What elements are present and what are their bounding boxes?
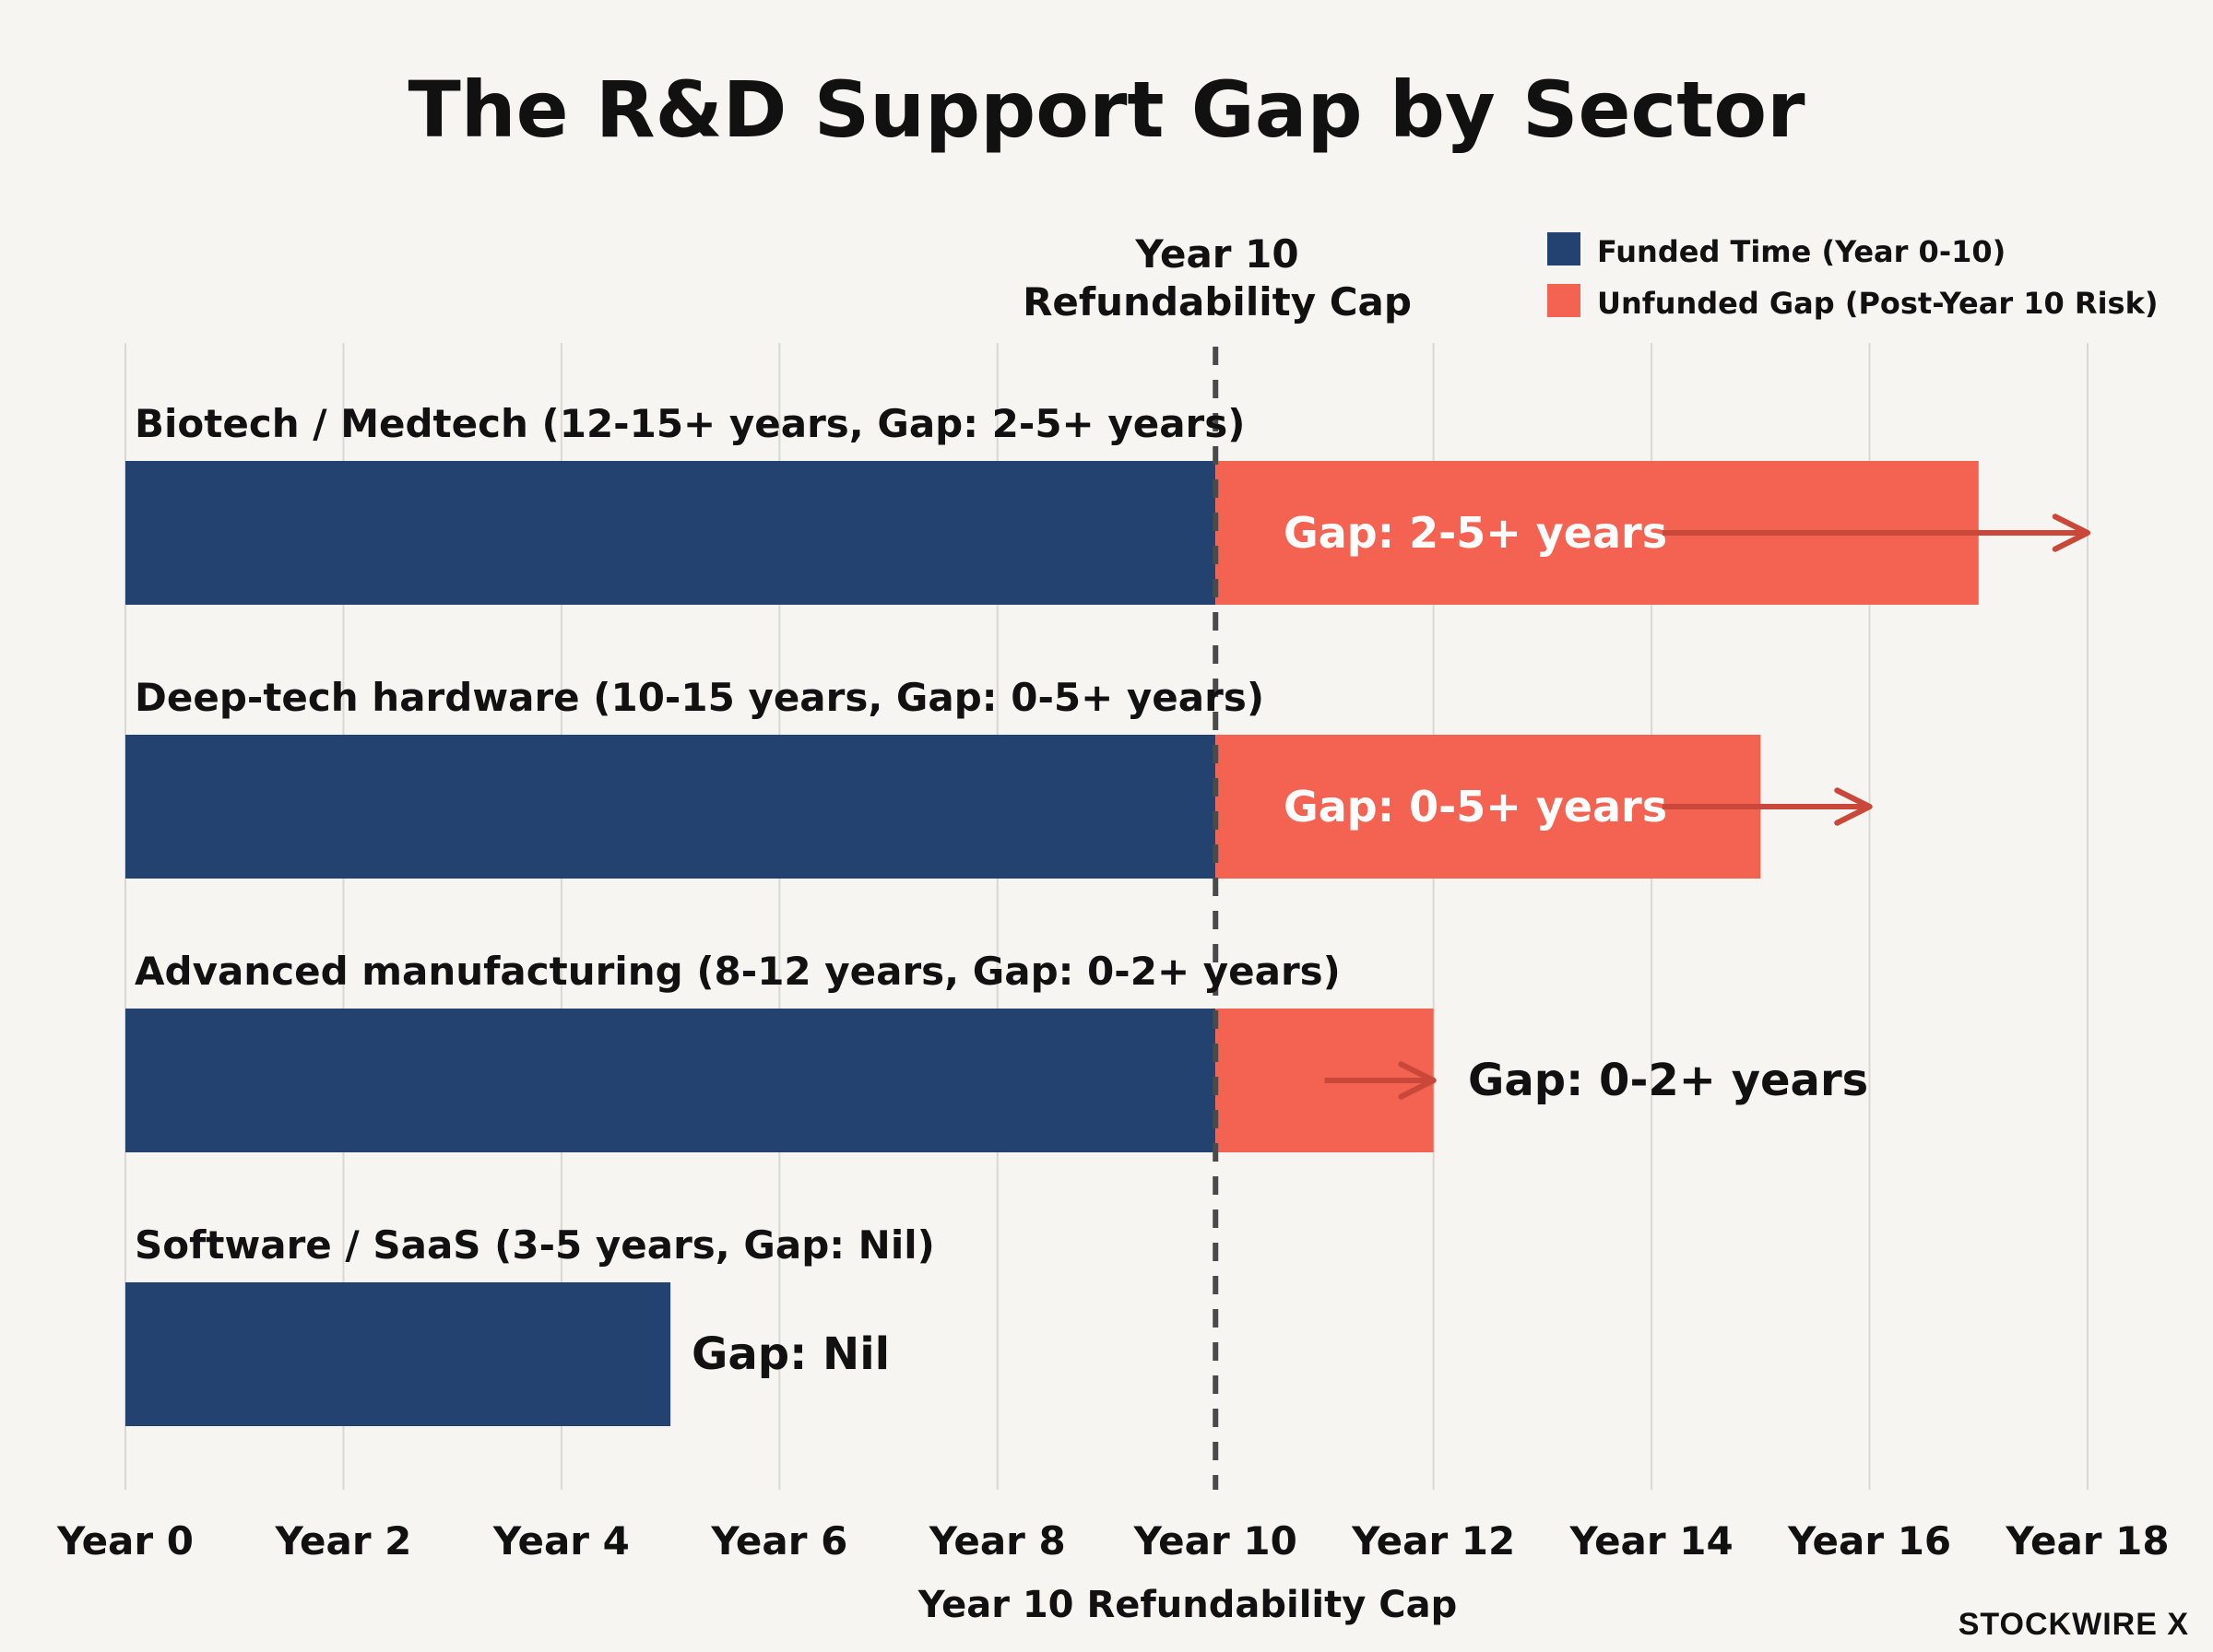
legend-label-2: Unfunded Gap (Post-Year 10 Risk): [1597, 286, 2158, 321]
brand-logo-text: STOCKWIRE X: [1958, 1607, 2189, 1642]
legend: Funded Time (Year 0-10) Unfunded Gap (Pos…: [1547, 232, 2158, 321]
funded-bar-1: [125, 461, 1216, 605]
x-tick-label-6: Year 6: [710, 1518, 847, 1564]
x-tick-label-10: Year 10: [1133, 1518, 1297, 1564]
gap-label-1: Gap: 2-5+ years: [1284, 508, 1667, 558]
x-tick-label-14: Year 14: [1569, 1518, 1734, 1564]
gap-label-2: Gap: 0-5+ years: [1284, 782, 1667, 832]
x-tick-label-16: Year 16: [1787, 1518, 1951, 1564]
legend-swatch-1: [1547, 232, 1580, 266]
x-tick-label-12: Year 12: [1351, 1518, 1515, 1564]
reference-line-label-1: Year 10: [1134, 231, 1298, 277]
x-axis-label: Year 10 Refundability Cap: [917, 1584, 1457, 1626]
gap-label-3: Gap: 0-2+ years: [1468, 1055, 1868, 1106]
legend-swatch-2: [1547, 284, 1580, 317]
x-tick-label-8: Year 8: [929, 1518, 1066, 1564]
labels: Biotech / Medtech (12-15+ years, Gap: 2-…: [135, 401, 2091, 1380]
funded-bar-3: [125, 1009, 1216, 1152]
funded-bar-2: [125, 735, 1216, 879]
category-label-3: Advanced manufacturing (8-12 years, Gap:…: [135, 949, 1341, 994]
category-label-2: Deep-tech hardware (10-15 years, Gap: 0-…: [135, 675, 1264, 720]
gap-label-4: Gap: Nil: [692, 1328, 890, 1380]
reference-line-label-2: Refundability Cap: [1023, 279, 1412, 324]
x-tick-label-0: Year 0: [56, 1518, 194, 1564]
x-axis: Year 0 Year 2 Year 4 Year 6 Year 8 Year 10 Yea…: [56, 1518, 2170, 1564]
chart-title: The R&D Support Gap by Sector: [408, 65, 1806, 155]
category-label-4: Software / SaaS (3-5 years, Gap: Nil): [135, 1222, 935, 1268]
x-tick-label-18: Year 18: [2005, 1518, 2169, 1564]
funded-bar-4: [125, 1282, 671, 1426]
x-tick-label-2: Year 2: [274, 1518, 411, 1564]
x-tick-label-4: Year 4: [492, 1518, 630, 1564]
bars: [125, 461, 1979, 1426]
legend-label-1: Funded Time (Year 0-10): [1597, 234, 2006, 269]
category-label-1: Biotech / Medtech (12-15+ years, Gap: 2-…: [135, 401, 1245, 446]
